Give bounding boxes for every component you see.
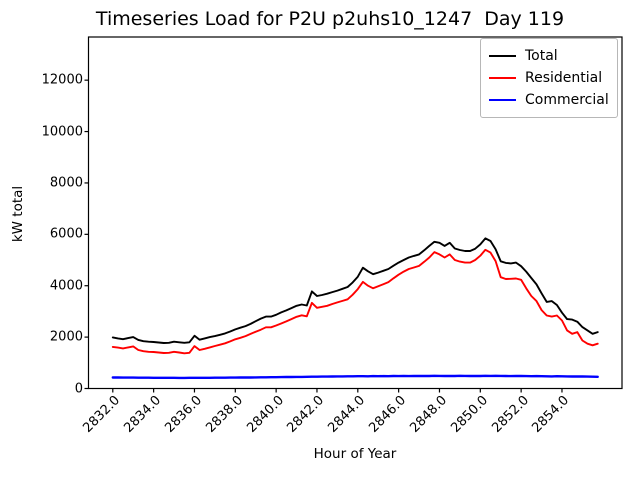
legend-entry-commercial: Commercial	[489, 89, 609, 111]
y-tick-label: 4000	[49, 278, 83, 294]
legend-entry-total: Total	[489, 45, 609, 67]
series-line-commercial	[111, 374, 599, 380]
y-tick-label: 0	[74, 381, 83, 396]
commercial-line-sample	[489, 99, 516, 101]
legend-label-residential: Residential	[525, 70, 603, 86]
series-line-total	[111, 237, 599, 344]
y-axis-label: kW total	[10, 185, 26, 243]
tick-marks	[84, 79, 563, 393]
y-tick-label: 6000	[49, 226, 83, 242]
residential-line-sample	[489, 77, 516, 79]
y-tick-label: 10000	[41, 124, 83, 140]
y-tick-label: 12000	[41, 72, 83, 88]
chart-title: Timeseries Load for P2U p2uhs10_1247 Day…	[95, 8, 565, 30]
series-lines	[111, 237, 599, 380]
legend-entry-residential: Residential	[489, 67, 609, 89]
legend-label-commercial: Commercial	[525, 92, 609, 108]
series-line-residential	[111, 248, 599, 355]
axes-frame	[87, 36, 623, 390]
legend-label-total: Total	[525, 48, 558, 64]
legend: Total Residential Commercial	[480, 38, 618, 118]
total-line-sample	[489, 55, 516, 57]
y-tick-label: 2000	[49, 329, 83, 345]
y-tick-label: 8000	[49, 175, 83, 191]
x-axis-label: Hour of Year	[313, 446, 397, 462]
